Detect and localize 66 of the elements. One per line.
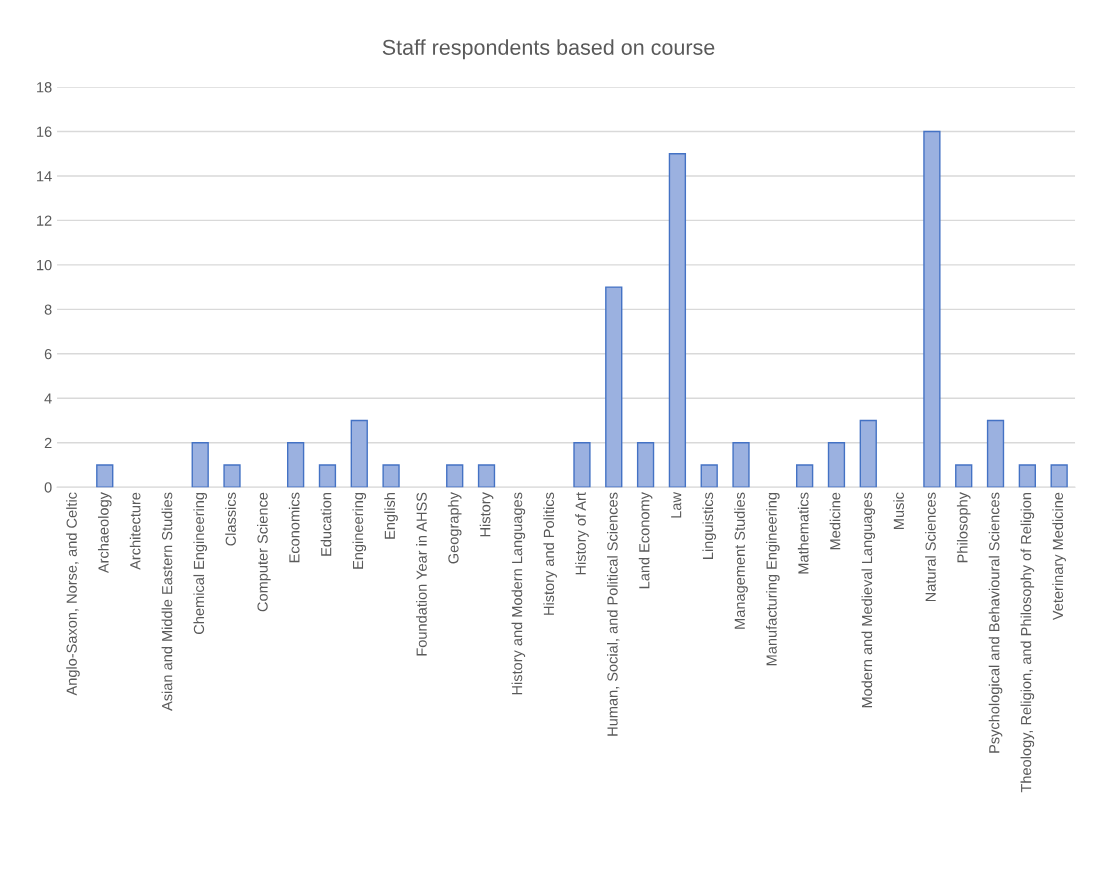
x-tick-label: Economics [288, 492, 300, 563]
x-tick-label: Law [671, 492, 682, 518]
x-tick-label: Chemical Engineering [193, 492, 207, 634]
y-tick-label: 14 [37, 171, 52, 182]
bar [827, 442, 846, 488]
bar [955, 464, 973, 488]
x-tick-label: Theology, Religion, and Philosophy of Religion [1020, 492, 1035, 793]
bar [350, 419, 368, 488]
x-tick-label: History of Art [575, 492, 589, 575]
y-tick-label: 18 [37, 82, 52, 93]
x-tick-label: Psychological and Behavioural Sciences [988, 492, 1003, 753]
x-tick-label: Philosophy [956, 492, 971, 563]
bar [986, 419, 1005, 488]
bar [286, 442, 305, 488]
x-tick-label: Engineering [352, 493, 367, 569]
bar [446, 464, 464, 488]
bar [732, 442, 750, 488]
bar [191, 442, 209, 488]
x-tick-label: Veterinary Medicine [1052, 492, 1066, 621]
bar [382, 464, 400, 488]
x-tick-label: Medicine [829, 492, 841, 550]
x-tick-label: Foundation Year in AHSS [416, 492, 427, 656]
x-tick-label: Manufacturing Engineering [766, 492, 780, 666]
x-tick-label: Classics [225, 492, 236, 546]
bar [318, 464, 337, 488]
bar [1018, 464, 1036, 488]
bar [859, 419, 877, 488]
x-tick-label: Asian and Middle Eastern Studies [161, 492, 173, 711]
x-tick-label: Modern and Medieval Languages [861, 492, 876, 708]
bar [796, 464, 814, 488]
x-tick-label: History [479, 492, 494, 537]
bar [1050, 464, 1068, 488]
bar [636, 442, 655, 488]
bar [573, 442, 591, 488]
bar [96, 464, 114, 488]
y-tick-label: 10 [37, 259, 52, 271]
x-tick-label: Natural Sciences [925, 492, 936, 602]
bar [605, 286, 623, 488]
y-tick-label: 2 [44, 437, 52, 449]
x-tick-label: Computer Science [257, 492, 271, 612]
y-tick-label: 8 [44, 304, 52, 315]
x-tick-label: Anglo-Saxon, Norse, and Celtic [66, 492, 80, 696]
y-tick-label: 0 [44, 482, 52, 493]
bar [223, 464, 241, 488]
x-tick-label: Linguistics [702, 492, 717, 559]
bar [668, 153, 687, 488]
y-tick-label: 12 [37, 215, 52, 226]
y-tick-label: 6 [44, 348, 52, 360]
chart-title: Staff respondents based on course [382, 39, 715, 60]
x-tick-label: English [384, 493, 398, 539]
x-tick-label: Archaeology [97, 492, 112, 574]
x-tick-label: Geography [447, 492, 462, 564]
bar [477, 464, 496, 488]
x-tick-label: Music [893, 492, 904, 529]
x-tick-label: History and Modern Languages [511, 492, 526, 695]
x-tick-label: Mathematics [797, 492, 809, 574]
x-tick-label: Human, Social, and Political Sciences [606, 492, 620, 736]
y-tick-label: 16 [37, 126, 52, 137]
x-tick-label: History and Politics [543, 492, 557, 615]
y-tick-label: 4 [44, 393, 52, 404]
x-tick-label: Education [320, 493, 332, 556]
bar [700, 464, 718, 488]
x-tick-label: Land Economy [638, 492, 653, 589]
bar [923, 130, 941, 488]
x-tick-label: Management Studies [734, 492, 748, 629]
x-tick-label: Architecture [129, 492, 141, 570]
